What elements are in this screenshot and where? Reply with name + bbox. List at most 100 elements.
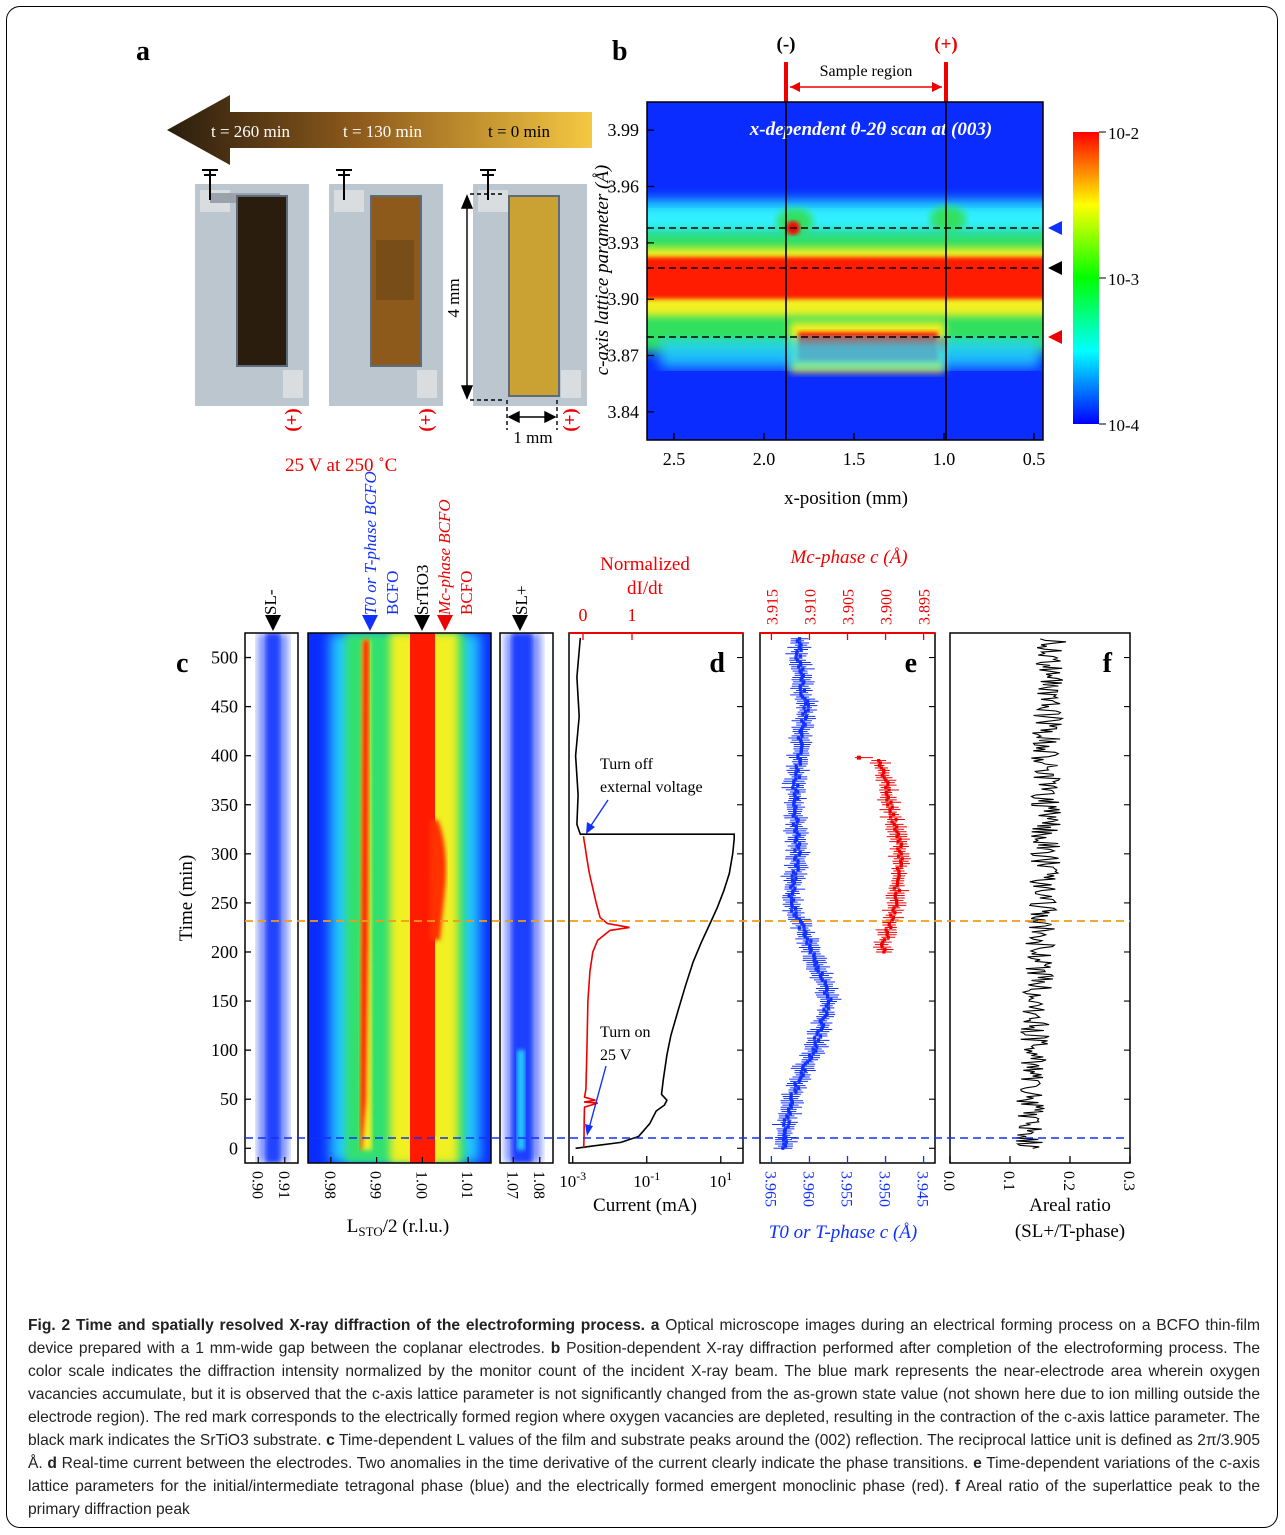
f-xtick: 0.3 [1120, 1171, 1137, 1191]
panel-b-letter: b [612, 36, 628, 67]
t-phase-point [821, 1023, 826, 1027]
mc-phase-point [899, 862, 903, 866]
condition-label: 25 V at 250 ˚C [285, 455, 397, 476]
heatmap-c-x-axis: 0.90 0.91 0.98 0.99 1.00 1.01 1.07 1.08 [248, 1157, 547, 1199]
t-phase-point [814, 960, 819, 965]
t-phase-point [798, 654, 802, 658]
t-phase-point [798, 641, 802, 645]
t-phase-point [826, 999, 831, 1004]
t-phase-point [829, 997, 833, 1001]
t-phase-point [796, 868, 800, 872]
mc-phase-point [895, 835, 899, 839]
t-phase-point [790, 904, 794, 909]
mc-phase-point [898, 859, 903, 863]
t-phase-point [801, 1073, 805, 1077]
t-phase-point [803, 710, 808, 714]
c-ytick: 0 [229, 1138, 238, 1158]
panel-c: c SL- T0 or T-phase BCFO BCFO SrTiO3 Mc-… [176, 471, 1130, 1239]
t-phase-point [797, 917, 801, 921]
t-phase-point [818, 973, 822, 978]
e-axes: 3.965 3.960 3.955 3.950 3.945 3.915 3.910 3.905… [761, 589, 933, 1207]
t-phase-point [793, 840, 797, 844]
t-phase-point [798, 684, 802, 688]
mc-phase-point [890, 805, 894, 809]
t-phase-point [798, 758, 803, 762]
t-phase-point [802, 721, 806, 725]
mc-phase-point [892, 906, 896, 910]
t-phase-point [794, 656, 798, 660]
mc-phase-point [893, 827, 897, 831]
marker-mc-phase: Mc-phase BCFO [435, 499, 454, 616]
c-xtick: 1.07 [503, 1171, 520, 1199]
t-phase-point [789, 896, 794, 900]
t-phase-point [787, 894, 791, 898]
t-phase-point [790, 1099, 794, 1103]
t-phase-point [799, 749, 803, 753]
mc-phase-point [895, 903, 899, 907]
mc-phase-point [891, 908, 895, 912]
mc-phase-point [877, 763, 881, 768]
t-phase-point [813, 1043, 817, 1047]
t-phase-point [820, 971, 824, 975]
f-xlabel-1: Areal ratio [1029, 1195, 1111, 1216]
c-ytick: 100 [211, 1040, 238, 1060]
marker-sl-minus: SL- [261, 589, 280, 615]
t-phase-point [791, 786, 795, 790]
c-ytick: 450 [211, 697, 238, 717]
t-phase-point [791, 870, 796, 874]
mc-phase-point [880, 773, 884, 777]
t-phase-point [809, 939, 813, 943]
t-phase-point [814, 967, 818, 971]
b-ytick: 3.99 [608, 120, 640, 140]
mc-phase-point [893, 896, 897, 900]
mc-phase-point [898, 849, 902, 853]
t-phase-point [804, 930, 808, 934]
t-phase-point [792, 803, 796, 807]
panel-f-letter: f [1103, 648, 1113, 679]
plus-label-3: (+) [560, 408, 581, 431]
t-phase-point [803, 701, 808, 706]
t-phase-point [801, 1064, 805, 1068]
t-phase-point [782, 1122, 786, 1127]
mc-phase-point [889, 815, 893, 819]
minus-electrode-label: (-) [777, 34, 796, 55]
f-xlabel-2: (SL+/T-phase) [1015, 1221, 1125, 1242]
t-phase-point [801, 667, 805, 671]
caption-b-letter: b [550, 1340, 561, 1357]
t-phase-point [808, 945, 812, 950]
e-top-tick: 3.895 [917, 589, 934, 625]
t-phase-point [798, 669, 802, 673]
t-phase-point [782, 1129, 787, 1133]
t-phase-point [786, 1125, 790, 1129]
panel-a-letter: a [136, 36, 150, 67]
t-phase-point [790, 878, 795, 883]
sample-region-label: Sample region [820, 63, 913, 80]
panel-b: b (-) (+) Sample region [592, 34, 1140, 509]
t-phase-point [799, 727, 804, 731]
t-phase-point [815, 1045, 819, 1049]
t-phase-point [823, 980, 828, 984]
t-phase-point [802, 680, 806, 684]
mc-phase-point [892, 822, 896, 826]
caption-a-letter: a [650, 1317, 660, 1334]
t-phase-point [804, 714, 809, 719]
t-phase-point [796, 865, 800, 870]
t-phase-point [824, 984, 829, 988]
t-phase-point [796, 1086, 801, 1090]
t-phase-point [794, 827, 799, 831]
dimension-lines [460, 193, 558, 430]
t-phase-point [812, 1036, 817, 1040]
t-phase-points [772, 637, 842, 1150]
heatmap-c-ylabel: Time (min) [176, 855, 197, 941]
t-phase-point [796, 753, 800, 757]
t-phase-point [818, 1034, 823, 1038]
t-phase-point [788, 1103, 793, 1107]
colorbar [1073, 132, 1099, 424]
t-phase-point [796, 859, 800, 863]
panel-d-letter: d [709, 648, 725, 679]
t-phase-point [797, 846, 801, 850]
t-phase-point [781, 1146, 785, 1150]
t-phase-point [800, 734, 804, 738]
mc-phase-point [882, 768, 886, 773]
heatmap-c-y-axis: 0 50 100 150 200 250 300 350 400 450 500 [211, 648, 1130, 1158]
